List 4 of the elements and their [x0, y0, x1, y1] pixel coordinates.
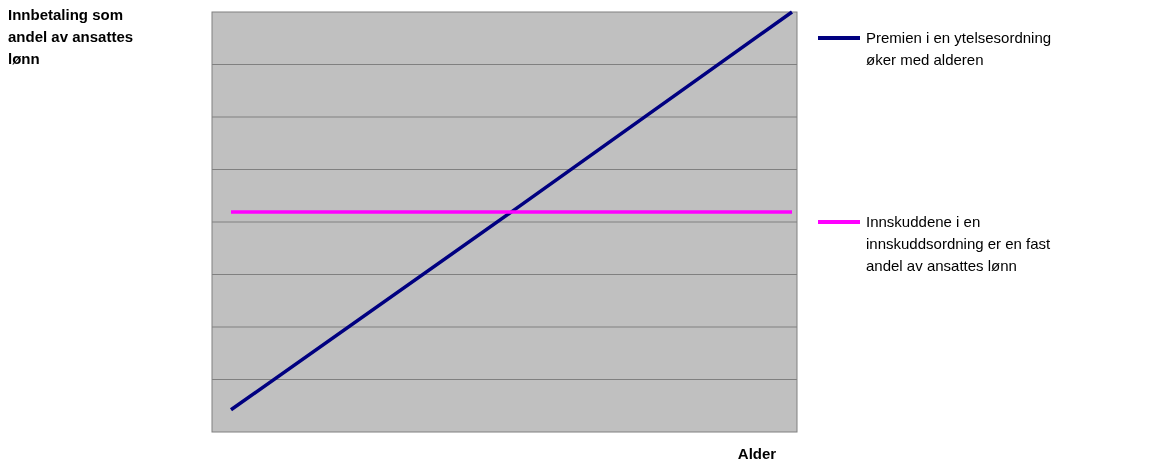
legend-label: Premien i en ytelsesordning øker med alderen: [866, 29, 1052, 68]
x-axis-title: Alder: [737, 445, 777, 462]
legend-label: Innskuddene i en innskuddsordning er en fast andel av ansattes lønn: [866, 213, 1052, 274]
text: Innbetaling som andel av ansattes lønn: [8, 6, 134, 67]
